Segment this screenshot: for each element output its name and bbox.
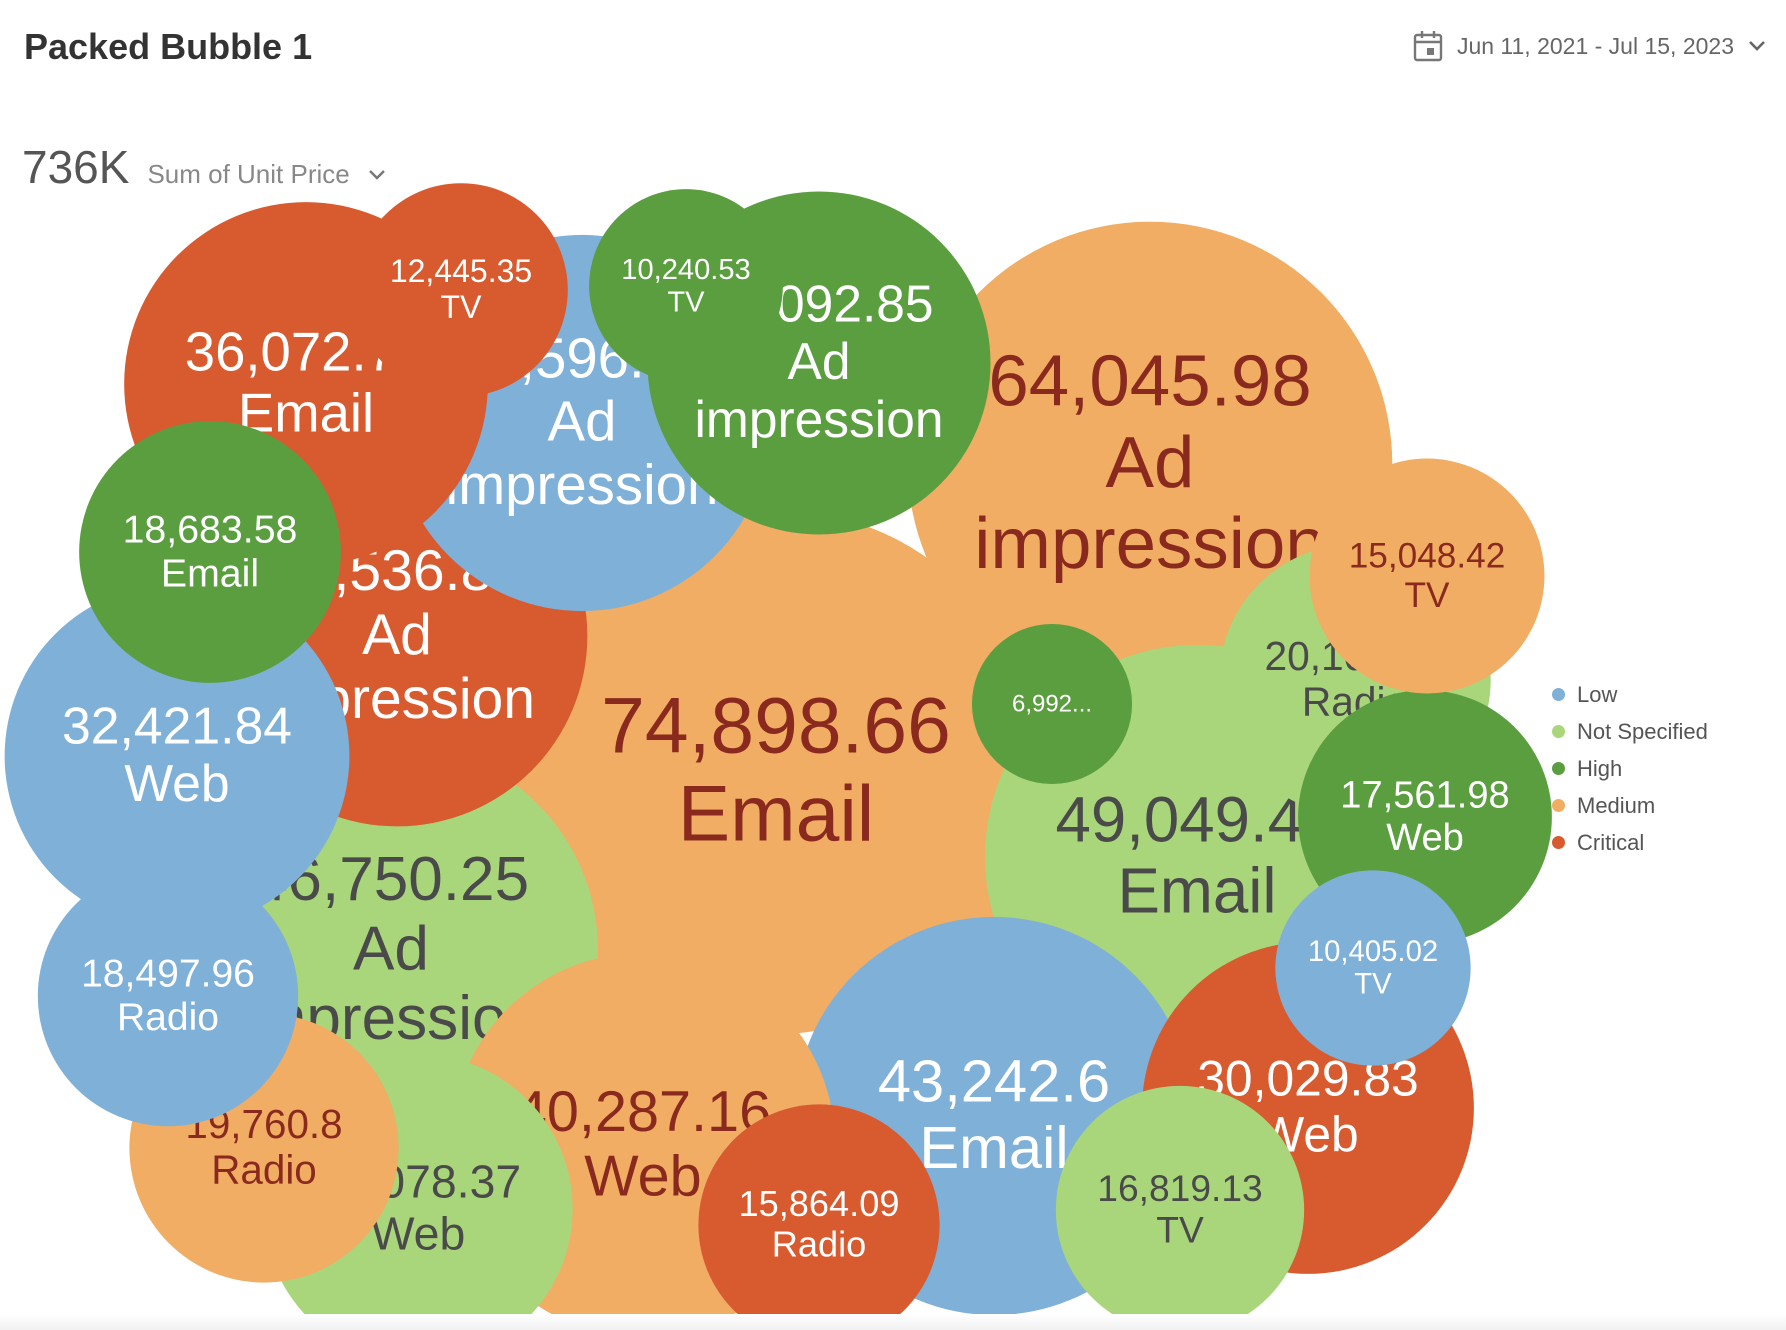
bubble-value-label: 15,048.42 — [1349, 536, 1506, 575]
legend-item[interactable]: Low — [1552, 676, 1708, 713]
bubble-category-label: Email — [678, 770, 875, 858]
chart-legend: Low Not Specified High Medium Critical — [1552, 676, 1708, 861]
bubble-category-label: TV — [441, 289, 483, 325]
bubble-value-label: 64,045.98 — [988, 340, 1311, 421]
bubble-layer: 74,898.66Email64,045.98Adimpression49,04… — [4, 183, 1552, 1330]
bubble-category-label: Ad — [1106, 422, 1195, 503]
bubble-category-label: impression — [446, 453, 719, 516]
bubble-circle[interactable] — [37, 865, 299, 1127]
bubble-category-label: TV — [1354, 968, 1392, 1001]
page-title: Packed Bubble 1 — [24, 26, 313, 67]
legend-label: Medium — [1577, 792, 1656, 818]
bubble-value-label: 12,445.35 — [390, 253, 532, 289]
bubble-category-label: Email — [1117, 856, 1276, 927]
legend-label: Low — [1577, 681, 1618, 707]
bubble-category-label: Email — [919, 1114, 1068, 1181]
bubble-circle[interactable] — [354, 183, 568, 397]
bubble-category-label: Radio — [117, 996, 219, 1039]
bubble-value-label: 18,497.96 — [81, 952, 255, 995]
bubble-category-label: Ad — [788, 332, 851, 390]
bubble-category-label: TV — [1156, 1209, 1204, 1251]
bubble-category-label: Ad — [353, 914, 429, 983]
bubble-category-label: Web — [124, 754, 229, 812]
legend-label: High — [1577, 755, 1623, 781]
bubble-category-label: Ad — [548, 390, 617, 453]
bubble-circle[interactable] — [698, 1104, 940, 1330]
chevron-down-icon[interactable] — [1748, 40, 1766, 52]
bubble-value-label: 18,683.58 — [123, 507, 298, 551]
legend-swatch — [1552, 688, 1565, 701]
bubble-value-label: 10,240.53 — [621, 254, 750, 286]
bubble-category-label: Web — [1386, 817, 1464, 859]
legend-item[interactable]: High — [1552, 750, 1708, 787]
bubble-value-label: 17,561.98 — [1340, 775, 1509, 817]
bubble-value-label: 15,864.09 — [739, 1183, 900, 1224]
bubble-value-label: 74,898.66 — [601, 682, 951, 770]
calendar-icon — [1413, 30, 1443, 62]
bubble-circle[interactable] — [79, 421, 341, 683]
date-range-picker[interactable]: Jun 11, 2021 - Jul 15, 2023 — [1413, 30, 1766, 62]
legend-item[interactable]: Medium — [1552, 787, 1708, 824]
chevron-down-icon[interactable] — [368, 168, 386, 186]
bubble-category-label: Email — [161, 551, 259, 595]
date-range-label: Jun 11, 2021 - Jul 15, 2023 — [1456, 32, 1734, 59]
bubble-circle[interactable] — [1055, 1085, 1305, 1330]
bottom-divider — [0, 1314, 1786, 1330]
bubble-circle[interactable] — [514, 510, 1038, 1034]
bubble-category-label: impression — [694, 390, 943, 448]
bubble-category-label: impression — [974, 503, 1325, 584]
bubble-value-label: 40,287.16 — [515, 1080, 771, 1144]
legend-swatch — [1552, 762, 1565, 775]
bubble-value-label: 10,405.02 — [1308, 935, 1438, 968]
kpi-value: 736K — [22, 141, 130, 193]
bubble-circle[interactable] — [971, 623, 1133, 785]
bubble-category-label: Radio — [211, 1146, 317, 1192]
legend-label: Critical — [1577, 829, 1645, 855]
bubble-category-label: Ad — [362, 603, 432, 667]
legend-swatch — [1552, 725, 1565, 738]
bubble[interactable]: 6,992... — [971, 623, 1133, 785]
bubble-category-label: TV — [667, 286, 705, 318]
kpi-summary[interactable]: 736K Sum of Unit Price — [22, 140, 386, 194]
legend-item[interactable]: Not Specified — [1552, 713, 1708, 750]
legend-label: Not Specified — [1577, 718, 1708, 744]
bubble-value-label: 16,819.13 — [1097, 1167, 1262, 1209]
bubble-value-label: 43,242.6 — [878, 1047, 1110, 1114]
bubble-circle[interactable] — [1309, 458, 1545, 694]
legend-swatch — [1552, 799, 1565, 812]
bubble-category-label: Radio — [772, 1224, 867, 1265]
kpi-measure-label: Sum of Unit Price — [147, 159, 350, 189]
bubble-category-label: Web — [371, 1208, 466, 1260]
legend-item[interactable]: Critical — [1552, 824, 1708, 861]
bubble-category-label: TV — [1405, 576, 1450, 615]
bubble-value-label: 32,421.84 — [62, 696, 292, 754]
bubble-circle[interactable] — [589, 189, 783, 383]
bubble-category-label: Web — [584, 1144, 701, 1208]
legend-swatch — [1552, 836, 1565, 849]
bubble-value-label: 6,992... — [1012, 691, 1092, 718]
bubble-circle[interactable] — [1275, 870, 1471, 1066]
